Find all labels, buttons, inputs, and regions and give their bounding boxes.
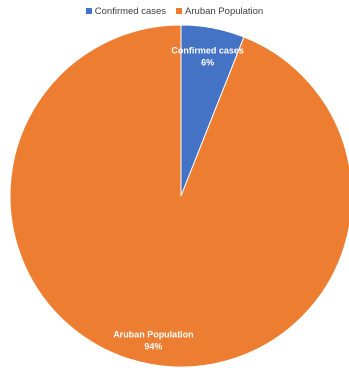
slice-value-label-confirmed-cases: 6%: [201, 58, 214, 68]
pie-slices: [9, 24, 349, 368]
legend-swatch-aruban-population: [176, 8, 183, 14]
chart-legend: Confirmed cases Aruban Population: [0, 4, 349, 18]
legend-label-confirmed-cases: Confirmed cases: [94, 5, 167, 17]
legend-item-aruban-population: Aruban Population: [176, 6, 263, 17]
legend-item-confirmed-cases: Confirmed cases: [85, 5, 167, 17]
slice-category-label-aruban-population: Aruban Population: [113, 329, 194, 339]
slice-value-label-aruban-population: 94%: [144, 341, 162, 351]
legend-swatch-confirmed-cases: [85, 8, 92, 14]
pie-slice-aruban-population: [9, 24, 349, 368]
legend-label-aruban-population: Aruban Population: [185, 5, 264, 17]
pie-labels: Confirmed cases 6% Aruban Population 94%: [113, 46, 244, 352]
slice-category-label-confirmed-cases: Confirmed cases: [171, 46, 244, 56]
